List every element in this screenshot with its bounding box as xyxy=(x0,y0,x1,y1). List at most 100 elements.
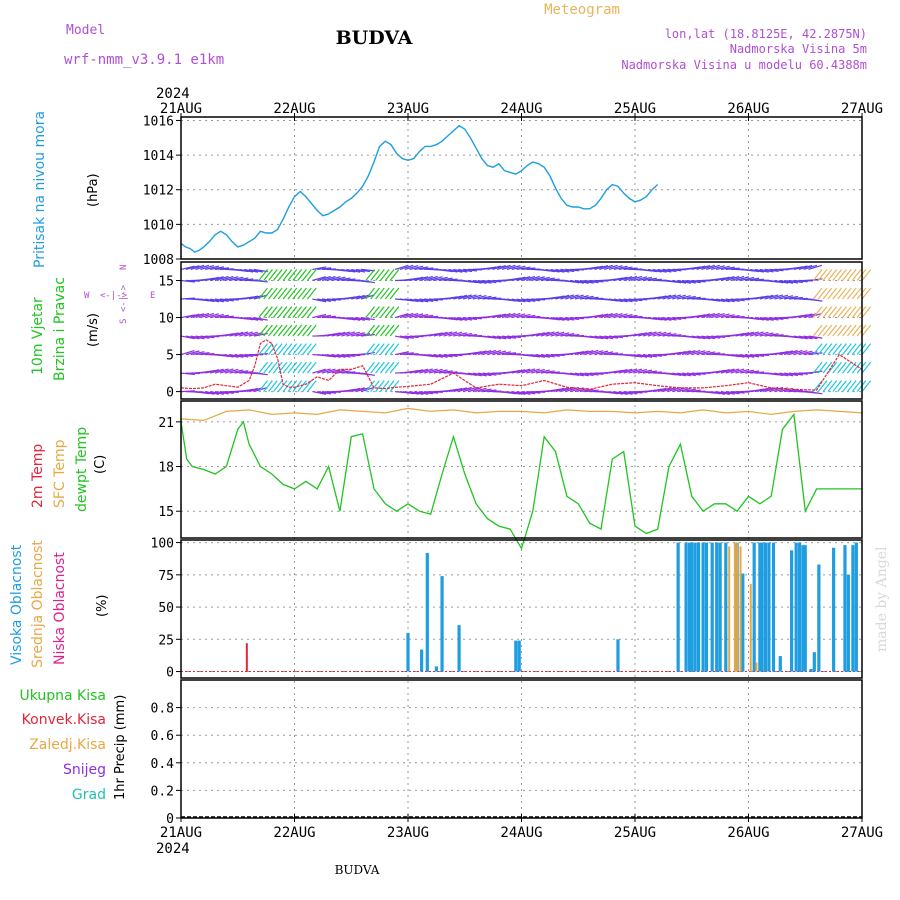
cloud-high-label: Visoka Oblacnost xyxy=(9,544,25,665)
wind-arrow xyxy=(851,361,862,374)
wind-arrow xyxy=(389,361,400,374)
cloud-high-bar xyxy=(752,542,756,672)
temp-sfc-label: SFC Temp xyxy=(52,439,68,508)
wind-arrow xyxy=(798,264,813,270)
wind-arrow xyxy=(759,316,774,321)
wind-arrow xyxy=(861,269,872,281)
wind-arrow xyxy=(297,380,307,392)
cloud-high-bar xyxy=(440,576,444,672)
wind-arrow xyxy=(370,269,380,281)
cloud-high-bar xyxy=(514,640,518,672)
wind-arrow xyxy=(788,279,803,284)
wind-arrow xyxy=(832,343,842,355)
wind-arrow xyxy=(511,298,526,303)
wind-arrow xyxy=(263,380,273,392)
header: Model wrf-nmm_v3.9.1 e1km BUDVA Meteogra… xyxy=(64,2,890,877)
wind-arrow xyxy=(618,266,633,270)
wind-arrow xyxy=(667,372,682,377)
x-tick-label-bottom: 25AUG xyxy=(614,825,656,841)
wind-arrow xyxy=(711,369,726,374)
cloud-high-bar xyxy=(760,542,764,672)
wind-arrow xyxy=(341,353,356,357)
wind-arrow xyxy=(560,333,575,337)
wind-arrow xyxy=(356,268,371,273)
wind-arrow xyxy=(540,331,555,337)
wind-arrow xyxy=(667,334,682,337)
wind-arrow xyxy=(774,372,789,377)
wind-arrow xyxy=(832,361,842,374)
wind-arrow xyxy=(258,306,269,318)
wind-arrow xyxy=(190,313,205,319)
wind-arrow xyxy=(394,351,409,356)
wind-arrow xyxy=(842,361,852,374)
wind-arrow xyxy=(375,269,385,281)
wind-arrow xyxy=(365,269,376,281)
wind-arrow xyxy=(535,276,550,282)
cloud-high-bar xyxy=(741,573,745,672)
wind-arrow xyxy=(608,391,623,395)
wind-arrow xyxy=(628,275,643,282)
wind-arrow xyxy=(506,335,521,339)
wind-arrow xyxy=(851,324,862,337)
wind-arrow xyxy=(458,386,472,393)
wind-arrow xyxy=(725,298,740,302)
wind-arrow xyxy=(458,268,473,273)
wind-arrow xyxy=(545,278,560,282)
wind-arrow xyxy=(433,369,448,374)
wind-arrow xyxy=(861,361,872,374)
wind-arrow xyxy=(453,268,468,273)
wind-arrow xyxy=(239,278,254,282)
wind-arrow xyxy=(861,324,872,337)
wind-arrow xyxy=(205,369,220,374)
wind-arrow xyxy=(492,264,506,270)
wind-arrow xyxy=(628,390,643,394)
wind-arrow xyxy=(774,350,789,356)
x-tick-label-bottom: 26AUG xyxy=(727,825,769,841)
wind-arrow xyxy=(846,306,857,318)
wind-arrow xyxy=(633,276,648,282)
wind-arrow xyxy=(652,268,667,273)
wind-arrow xyxy=(477,388,492,393)
wind-arrow xyxy=(472,372,487,377)
wind-arrow xyxy=(764,294,779,300)
wind-arrow xyxy=(681,372,696,377)
wind-arrow xyxy=(210,266,225,270)
temp-tick-label: 21 xyxy=(158,416,174,431)
wind-arrow xyxy=(750,278,765,282)
cloud-high-bar xyxy=(687,542,692,672)
wind-arrow xyxy=(604,352,619,356)
wind-arrow xyxy=(745,331,759,337)
wind-arrow xyxy=(458,332,473,337)
wind-arrow xyxy=(691,350,706,356)
wind-arrow xyxy=(389,380,400,392)
pressure-tick-label: 1014 xyxy=(143,149,174,164)
wind-arrow xyxy=(779,372,794,377)
wind-arrow xyxy=(662,316,677,321)
wind-arrow xyxy=(210,368,224,374)
wind-arrow xyxy=(443,353,458,357)
x-axis-labels: 21AUG 21AUG 22AUG 22AUG 23AUG 23AUG 24AUG 24AUG… xyxy=(160,101,883,841)
wind-arrow xyxy=(205,265,220,270)
wind-arrow xyxy=(555,387,570,393)
wind-arrow xyxy=(540,353,555,358)
wind-arrow xyxy=(317,314,332,319)
wind-arrow xyxy=(229,276,244,282)
wind-arrow xyxy=(725,267,740,271)
wind-arrow xyxy=(613,369,628,374)
cloud-high-bar xyxy=(696,542,701,672)
wind-arrow xyxy=(608,312,623,319)
wind-arrow xyxy=(560,316,575,321)
wind-arrow xyxy=(467,387,482,393)
wind-arrow xyxy=(248,316,263,321)
wind-arrow xyxy=(608,335,624,339)
wind-arrow xyxy=(555,332,570,337)
wind-arrow xyxy=(618,391,633,395)
wind-arrow xyxy=(720,276,735,282)
cloud-mid-bar xyxy=(728,546,731,672)
wind-arrow xyxy=(205,298,220,303)
wind-arrow xyxy=(414,298,429,303)
wind-arrow xyxy=(827,306,838,318)
wind-arrow xyxy=(448,268,463,273)
wind-arrow xyxy=(686,372,701,376)
wind-arrow xyxy=(812,269,823,281)
